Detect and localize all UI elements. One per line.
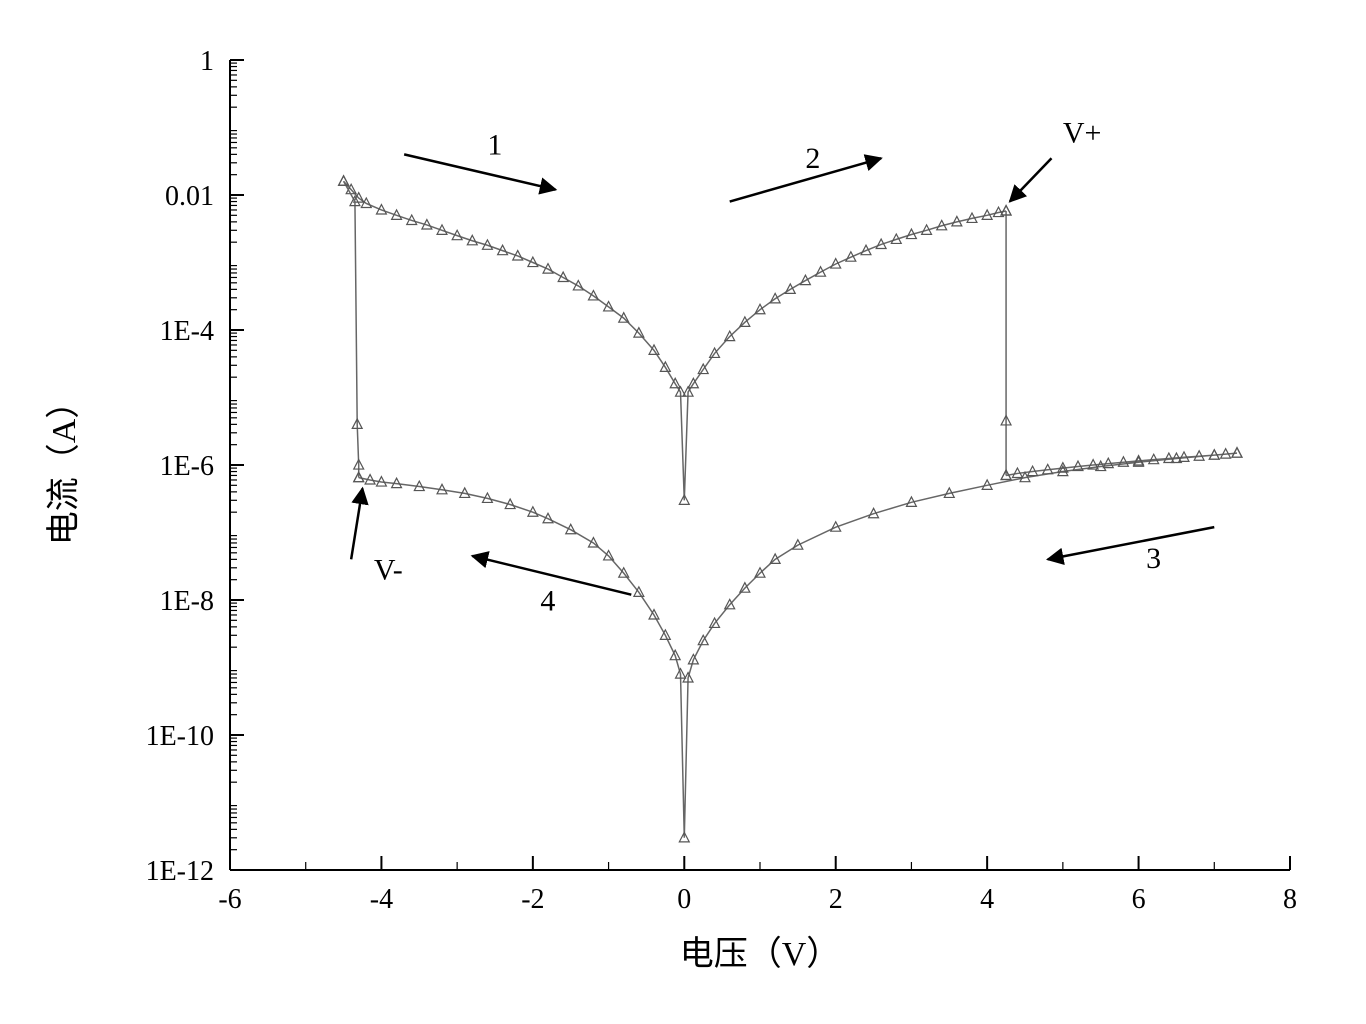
x-tick-label: 0 [677, 884, 691, 915]
direction-arrow-icon [1010, 158, 1052, 201]
iv-curve-chart: -6 -4 -2 0 2 4 6 8 1E-12 1E-10 1E-8 1E-6 1E-4 0.01 1 电压… [0, 0, 1366, 1024]
y-tick-label: 0.01 [165, 181, 214, 212]
series-line [359, 453, 1237, 838]
y-tick-label: 1E-10 [146, 721, 214, 752]
triangle-marker-icon [1232, 448, 1242, 457]
direction-arrow-icon [1048, 527, 1215, 559]
triangle-marker-icon [339, 176, 349, 185]
triangle-marker-icon [339, 176, 349, 185]
annotation-label: 4 [540, 584, 555, 617]
direction-arrow-icon [351, 488, 362, 559]
y-tick-label: 1E-8 [160, 586, 214, 617]
triangle-marker-icon [1232, 448, 1242, 457]
x-tick-label: -4 [370, 884, 393, 915]
x-axis-title: 电压（V） [680, 935, 841, 973]
annotation-label: V- [374, 554, 403, 587]
x-tick-label: 6 [1132, 884, 1146, 915]
y-tick-label: 1 [200, 46, 214, 77]
x-tick-label: -2 [521, 884, 544, 915]
y-tick-label: 1E-4 [160, 316, 214, 347]
x-tick-label: -6 [218, 884, 241, 915]
annotation-label: 1 [487, 128, 502, 161]
y-tick-label: 1E-6 [160, 451, 214, 482]
direction-arrow-icon [404, 154, 555, 189]
x-tick-label: 2 [829, 884, 843, 915]
annotation-label: 2 [805, 142, 820, 175]
annotation-label: 3 [1146, 542, 1161, 575]
series-line [344, 181, 359, 477]
y-tick-label: 1E-12 [146, 856, 214, 887]
y-axis-title: 电流（A） [45, 385, 83, 546]
annotation-label: V+ [1063, 116, 1102, 149]
x-tick-label: 4 [980, 884, 994, 915]
x-tick-label: 8 [1283, 884, 1297, 915]
series-line [344, 181, 1007, 500]
